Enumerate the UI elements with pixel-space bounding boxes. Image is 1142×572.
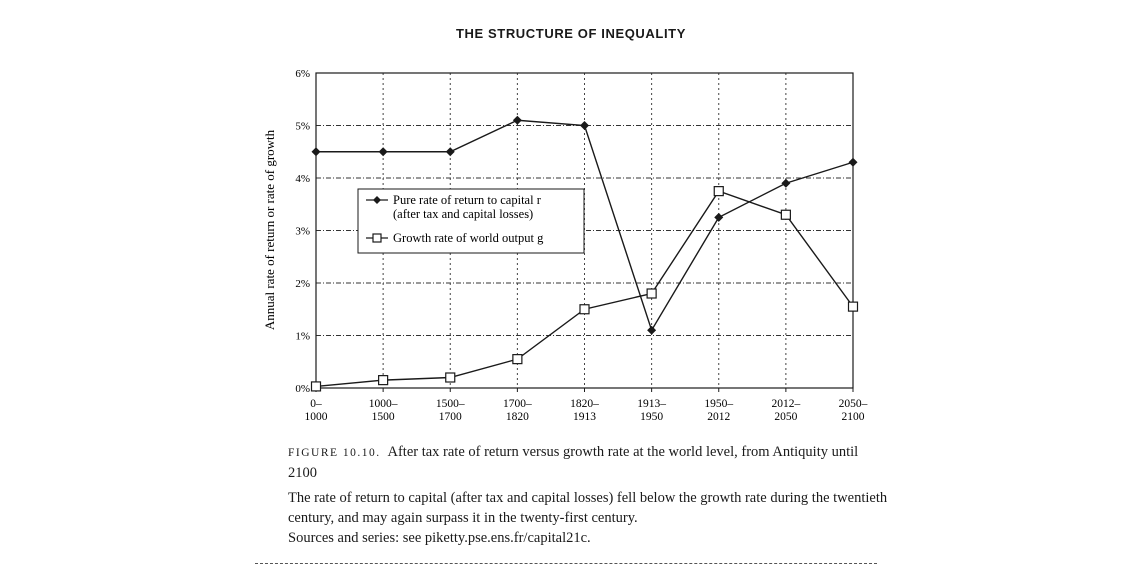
y-tick-label: 5% [295, 121, 310, 133]
x-tick-label: 1500– 1700 [436, 398, 465, 423]
data-point-g [378, 375, 389, 386]
page-header: THE STRUCTURE OF INEQUALITY [456, 26, 686, 41]
caption-sources: Sources and series: see piketty.pse.ens.… [288, 530, 591, 546]
data-point-g [512, 354, 523, 365]
caption-description: The rate of return to capital (after tax… [288, 490, 888, 526]
data-point-r [378, 147, 388, 157]
data-point-g [445, 372, 456, 383]
y-tick-label: 3% [295, 226, 310, 238]
data-point-g [310, 381, 322, 392]
data-point-r [512, 115, 522, 125]
data-point-g [847, 301, 859, 312]
x-tick-label: 1913– 1950 [637, 398, 666, 423]
x-tick-label: 1700– 1820 [503, 398, 532, 423]
page-divider [255, 563, 877, 564]
caption-title: After tax rate of return versus growth r… [288, 444, 859, 481]
legend-label-r-line2: (after tax and capital losses) [393, 207, 533, 221]
x-tick-label: 2012– 2050 [772, 398, 801, 423]
figure-label: FIGURE 10.10. [288, 447, 381, 459]
x-tick-label: 1000– 1500 [369, 398, 398, 423]
data-point-r [848, 157, 858, 167]
x-tick-label: 2050– 2100 [839, 398, 868, 423]
caption-title-para: FIGURE 10.10. After tax rate of return v… [288, 442, 888, 483]
legend: Pure rate of return to capital r (after … [357, 188, 585, 254]
data-point-r [781, 178, 791, 188]
data-point-r [311, 147, 321, 157]
legend-marker-g [372, 233, 382, 243]
data-point-g [579, 304, 590, 315]
y-tick-label: 2% [295, 278, 310, 290]
plot-frame [315, 72, 854, 389]
legend-marker-r [373, 196, 381, 204]
y-tick-label: 6% [295, 68, 310, 80]
data-point-g [713, 186, 724, 197]
legend-label-r-line1: Pure rate of return to capital r [393, 193, 542, 207]
x-tick-label: 1820– 1913 [570, 398, 599, 423]
y-tick-label: 1% [295, 331, 310, 343]
axes: 0% 1% 2% 3% 4% 5% 6% 0– 1000 1000– 1500 1500– 1700 17… [295, 68, 867, 423]
legend-label-g: Growth rate of world output g [393, 231, 544, 245]
x-tick-label: 1950– 2012 [704, 398, 733, 423]
figure-caption: FIGURE 10.10. After tax rate of return v… [288, 442, 888, 548]
series-g [310, 186, 859, 392]
y-tick-label: 0% [295, 383, 310, 395]
y-tick-label: 4% [295, 173, 310, 185]
series-r [311, 115, 858, 335]
y-axis-title: Annual rate of return or rate of growth [262, 129, 277, 330]
x-tick-label: 0– 1000 [305, 398, 328, 423]
data-point-r [714, 212, 724, 222]
series [310, 115, 859, 392]
data-point-r [445, 147, 455, 157]
legend-box [357, 188, 585, 254]
data-point-g [780, 209, 791, 220]
data-point-r [647, 325, 657, 335]
line-chart: 0% 1% 2% 3% 4% 5% 6% 0– 1000 1000– 1500 1500– 1700 17… [262, 68, 868, 423]
data-point-g [646, 288, 657, 299]
data-point-r [580, 121, 589, 130]
